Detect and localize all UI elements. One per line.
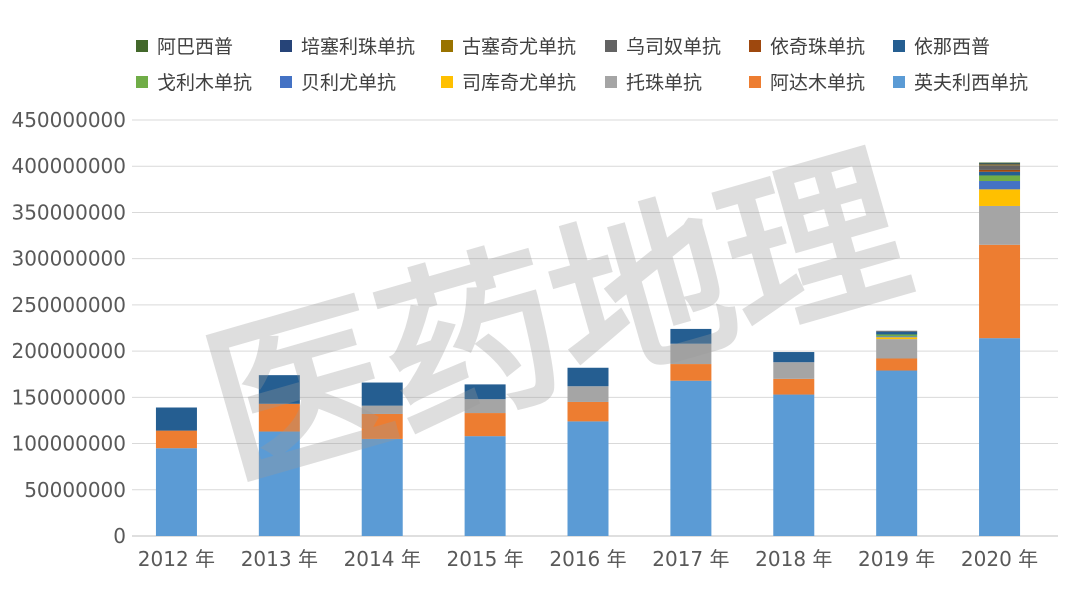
bar-segment (567, 401, 609, 422)
watermark-text: 医药地理 (186, 121, 927, 516)
x-tick-label: 2014 年 (344, 547, 421, 571)
legend-swatch (441, 40, 453, 52)
legend-label: 英夫利西单抗 (914, 72, 1028, 94)
bar-segment (773, 362, 815, 379)
bar-segment (979, 169, 1021, 172)
bar-segment (876, 370, 918, 536)
bar-segment (876, 358, 918, 371)
legend-label: 托珠单抗 (626, 72, 702, 94)
bar-segment (155, 430, 197, 449)
bar-segment (464, 384, 506, 400)
y-tick-label: 300000000 (11, 247, 126, 271)
bar-segment (979, 162, 1021, 164)
bar-segment (567, 421, 609, 536)
bar-segment (876, 330, 918, 332)
bar-segment (670, 328, 712, 344)
x-tick-label: 2015 年 (446, 547, 523, 571)
bar-segment (361, 413, 403, 439)
bar-segment (670, 343, 712, 365)
legend-label: 古塞奇尤单抗 (462, 36, 576, 58)
y-tick-label: 150000000 (11, 385, 126, 409)
legend-swatch (893, 76, 905, 88)
y-tick-label: 250000000 (11, 293, 126, 317)
bar-segment (258, 403, 300, 432)
bar-segment (876, 339, 918, 359)
bar-segment (979, 244, 1021, 339)
bar-segment (979, 338, 1021, 536)
watermark: 医药地理 (186, 121, 927, 516)
bar-segment (567, 386, 609, 402)
bar-segment (876, 334, 918, 337)
bar-segment (876, 337, 918, 340)
legend-swatch (893, 40, 905, 52)
y-tick-label: 200000000 (11, 339, 126, 363)
bar-segment (876, 331, 918, 335)
x-tick-label: 2013 年 (241, 547, 318, 571)
bar-segment (773, 378, 815, 395)
legend-swatch (280, 40, 292, 52)
legend-swatch (441, 76, 453, 88)
x-tick-label: 2018 年 (755, 547, 832, 571)
bar-segment (361, 382, 403, 406)
bar-segment (464, 399, 506, 414)
bar-segment (979, 205, 1021, 245)
bar-segment (979, 189, 1021, 206)
y-tick-label: 100000000 (11, 432, 126, 456)
y-tick-label: 0 (113, 524, 126, 548)
legend-label: 培塞利珠单抗 (301, 36, 415, 58)
bar-segment (670, 380, 712, 536)
bar-segment (464, 413, 506, 437)
y-tick-label: 350000000 (11, 200, 126, 224)
bar-segment (155, 448, 197, 536)
legend-swatch (136, 40, 148, 52)
legend-swatch (280, 76, 292, 88)
bar-segment (979, 181, 1021, 190)
bar-segment (979, 163, 1021, 165)
legend-label: 戈利木单抗 (157, 72, 252, 94)
bar-segment (361, 405, 403, 414)
bar-segment (979, 164, 1021, 166)
x-tick-label: 2020 年 (961, 547, 1038, 571)
bar-segment (258, 375, 300, 404)
legend-swatch (605, 76, 617, 88)
legend-swatch (136, 76, 148, 88)
bar-segment (979, 175, 1021, 182)
legend-swatch (605, 40, 617, 52)
bar-segment (567, 367, 609, 387)
bar-segment (979, 165, 1021, 170)
x-tick-label: 2012 年 (138, 547, 215, 571)
bar-segment (773, 352, 815, 363)
legend-label: 阿达木单抗 (770, 72, 865, 94)
x-tick-label: 2016 年 (549, 547, 626, 571)
x-tick-label: 2017 年 (652, 547, 729, 571)
bar-segment (979, 171, 1021, 176)
x-axis-ticks: 2012 年 2013 年 2014 年 2015 年 2016 年 2017 年 2018… (138, 547, 1038, 571)
bar-segment (773, 394, 815, 536)
legend-label: 司库奇尤单抗 (462, 72, 576, 94)
legend-label: 依那西普 (914, 36, 990, 58)
x-tick-label: 2019 年 (858, 547, 935, 571)
legend-label: 依奇珠单抗 (770, 36, 865, 58)
legend-label: 阿巴西普 (157, 36, 233, 58)
bar-segment (361, 438, 403, 536)
bars (155, 162, 1021, 536)
bar-segment (258, 431, 300, 536)
bar-segment (876, 336, 918, 338)
bar-segment (155, 407, 197, 431)
bar-segment (670, 364, 712, 381)
y-axis-ticks: 0 50000000 100000000 150000000 200000000 2500… (11, 108, 126, 548)
bar-segment (464, 436, 506, 536)
legend-label: 贝利尤单抗 (301, 72, 396, 94)
legend-swatch (749, 76, 761, 88)
y-tick-label: 50000000 (24, 478, 126, 502)
legend-swatch (749, 40, 761, 52)
y-tick-label: 450000000 (11, 108, 126, 132)
legend-label: 乌司奴单抗 (626, 36, 721, 58)
y-tick-label: 400000000 (11, 154, 126, 178)
